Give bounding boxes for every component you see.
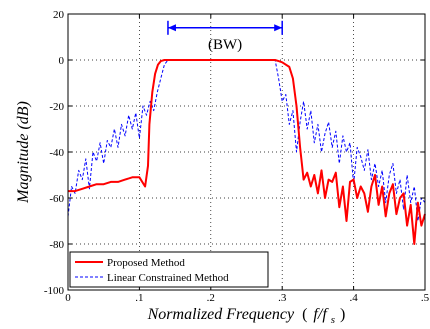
- x-axis-label-open-paren: (: [302, 306, 307, 323]
- legend-label-linear: Linear Constrained Method: [107, 272, 229, 284]
- grid: [68, 14, 425, 290]
- x-axis-label-main: Normalized Frequency: [147, 306, 295, 323]
- x-axis-label-subscript: s: [331, 314, 335, 326]
- legend: Proposed Method Linear Constrained Metho…: [69, 251, 269, 288]
- ticks: 0 .1 .2 .3 .4 .5 20 0 -20 -40 -60 -80 -100: [44, 9, 430, 304]
- x-tick-label-5: .5: [421, 292, 430, 304]
- plot-frame: [67, 13, 426, 291]
- y-tick-label-3: -40: [49, 147, 64, 159]
- bandwidth-right-arrowhead: [274, 24, 283, 32]
- y-tick-label-1: 0: [59, 55, 65, 67]
- x-tick-label-4: .4: [349, 292, 358, 304]
- bandwidth-label: (BW): [208, 37, 242, 53]
- y-tick-label-0: 20: [53, 9, 65, 21]
- series-line-proposed: [68, 59, 426, 245]
- bandwidth-left-arrowhead: [167, 24, 176, 32]
- x-tick-label-3: .3: [278, 292, 287, 304]
- series-line-linear-constrained: [67, 59, 426, 222]
- y-tick-label-4: -60: [49, 193, 64, 205]
- y-tick-label-2: -20: [49, 101, 64, 113]
- legend-box: [69, 251, 269, 288]
- legend-label-proposed: Proposed Method: [107, 257, 185, 269]
- x-axis-label: Normalized Frequency ( f/f s ): [147, 306, 346, 327]
- x-tick-label-1: .1: [135, 292, 143, 304]
- series-layer: [67, 59, 426, 245]
- bandwidth-annotation: (BW): [167, 20, 283, 53]
- x-tick-label-0: 0: [65, 292, 71, 304]
- y-tick-label-6: -100: [44, 285, 65, 297]
- y-axis-label: Magnitude (dB): [15, 101, 32, 204]
- x-axis-label-unit: f/f: [313, 306, 329, 323]
- y-tick-label-5: -80: [49, 239, 64, 251]
- x-tick-label-2: .2: [207, 292, 215, 304]
- x-axis-label-close-paren: ): [340, 306, 345, 323]
